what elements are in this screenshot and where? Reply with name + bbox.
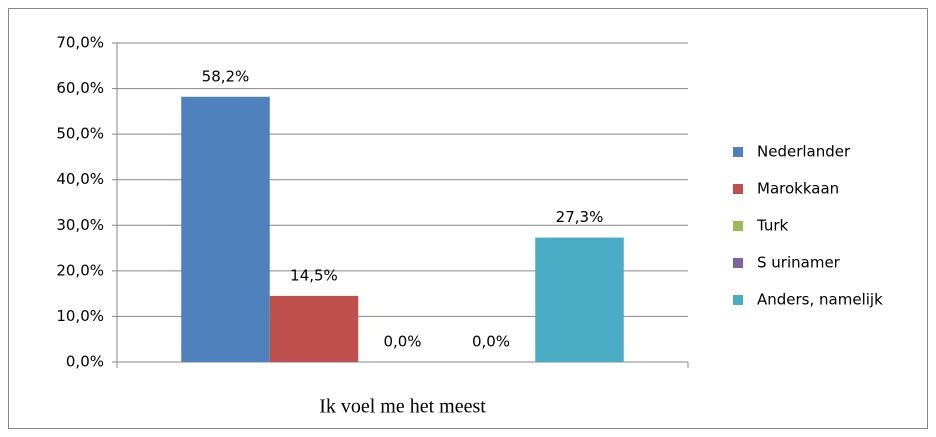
- bar: [269, 295, 359, 362]
- value-label: 27,3%: [556, 208, 604, 226]
- y-tick-label: 40,0%: [56, 170, 104, 188]
- value-label: 14,5%: [290, 266, 338, 284]
- bar: [535, 237, 624, 362]
- legend-label: S urinamer: [757, 254, 841, 272]
- y-tick-label: 50,0%: [56, 125, 104, 143]
- legend-swatch: [733, 221, 743, 231]
- value-label: 58,2%: [202, 67, 250, 85]
- value-label: 0,0%: [383, 333, 421, 351]
- y-tick-label: 0,0%: [66, 353, 104, 371]
- legend-label: Turk: [756, 217, 789, 235]
- y-tick-label: 60,0%: [56, 79, 104, 97]
- y-tick-label: 20,0%: [56, 261, 104, 279]
- legend-swatch: [733, 184, 743, 194]
- legend-swatch: [733, 295, 743, 305]
- y-tick-label: 10,0%: [56, 307, 104, 325]
- value-label: 0,0%: [472, 333, 510, 351]
- y-tick-label: 30,0%: [56, 216, 104, 234]
- legend-swatch: [733, 147, 743, 157]
- bar: [181, 96, 270, 362]
- x-tick-label: Ik voel me het meest: [319, 396, 486, 418]
- y-tick-label: 70,0%: [56, 34, 104, 52]
- legend-label: Anders, namelijk: [757, 291, 883, 309]
- legend-label: Nederlander: [757, 143, 851, 161]
- legend-label: Marokkaan: [757, 180, 839, 198]
- legend-swatch: [733, 258, 743, 268]
- chart-border: [8, 8, 928, 429]
